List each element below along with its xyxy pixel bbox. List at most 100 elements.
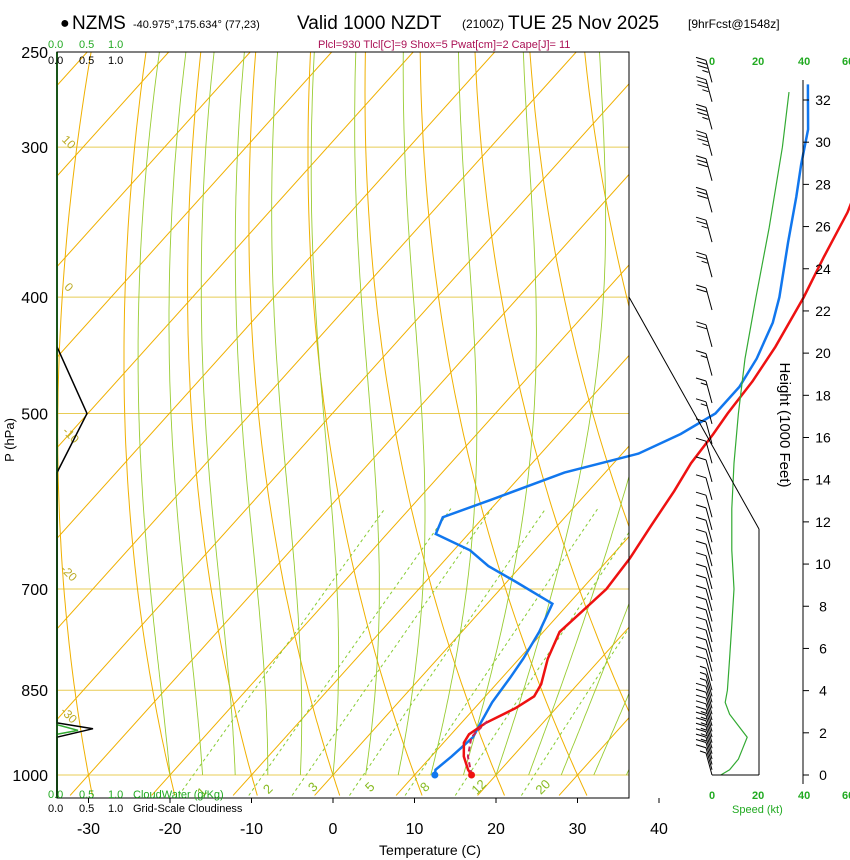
- wind-barb-flag: [695, 103, 707, 108]
- wind-barb: [695, 56, 713, 83]
- moist-adiabat-label: -20: [58, 562, 80, 584]
- wind-barb: [695, 540, 713, 567]
- wind-barb-staff: [705, 609, 713, 633]
- moist-adiabat-line: [659, 52, 850, 775]
- wind-barb-flag: [695, 585, 707, 590]
- dry-adiabat-line: [584, 52, 629, 309]
- wind-barb-staff: [705, 520, 713, 543]
- speed-top-0: 0: [709, 56, 715, 68]
- moist-adiabat-line: [310, 52, 340, 776]
- wind-barb-staff: [705, 477, 713, 500]
- temperature-tick-label: -10: [240, 821, 263, 838]
- height-tick-label: 30: [815, 134, 831, 150]
- wind-barb: [695, 711, 713, 738]
- cloud-top-black-2: 1.0: [108, 55, 123, 67]
- wind-barb-staff: [705, 658, 713, 682]
- isotherm-line: [232, 354, 629, 796]
- pressure-tick-1000: 1000: [12, 768, 48, 785]
- wind-barb-staff: [705, 566, 713, 590]
- valid-time: Valid 1000 NZDT: [297, 13, 442, 34]
- speed-label: Speed (kt): [732, 804, 783, 816]
- height-tick-label: 0: [819, 767, 827, 783]
- y-axis-label: P (hPa): [2, 418, 17, 462]
- wind-barb-flag: [695, 700, 707, 705]
- wind-barb-half: [700, 716, 707, 720]
- wind-barb-staff: [705, 190, 713, 213]
- wind-barb-staff: [705, 107, 713, 130]
- isotherm-line: [57, 83, 629, 721]
- wind-barb-staff: [705, 686, 713, 709]
- wind-barb: [695, 418, 713, 445]
- moist-adiabat-line: [137, 52, 171, 776]
- height-tick-label: 18: [815, 387, 831, 403]
- height-tick-label: 2: [819, 725, 827, 741]
- valid-zulu: (2100Z): [462, 17, 504, 31]
- moist-adiabat-label: 0: [62, 280, 77, 295]
- wind-barb-flag: [695, 155, 707, 160]
- dry-adiabat-label: 20: [687, 380, 715, 408]
- wind-barb-flag: [695, 595, 707, 600]
- wind-barb-flag: [695, 398, 707, 403]
- wind-barb-flag: [697, 111, 708, 116]
- cloud-bottom-black-0: 0.0: [48, 803, 63, 815]
- valid-date: TUE 25 Nov 2025: [508, 13, 659, 34]
- wind-barb-half: [702, 89, 709, 93]
- wind-barb-staff: [705, 649, 713, 672]
- wind-barb-flag: [695, 321, 707, 326]
- height-tick-label: 12: [815, 514, 831, 530]
- mixing-ratio-label: 2: [260, 781, 276, 797]
- sounding-profiles: [431, 84, 850, 779]
- wind-barb-flag: [695, 504, 707, 509]
- moist-adiabat-line: [168, 52, 204, 776]
- cloud-top-green-0: 0.0: [48, 39, 63, 51]
- wind-barb-staff: [705, 697, 713, 721]
- wind-barb: [695, 216, 713, 243]
- wind-barb: [695, 655, 713, 682]
- pressure-tick-500: 500: [21, 407, 48, 424]
- isotherm-line: [57, 52, 251, 268]
- isotherm-line: [57, 52, 496, 540]
- pressure-tick-250: 250: [21, 45, 48, 62]
- dry-adiabat-label: 10: [643, 302, 671, 330]
- moist-adiabat-line: [271, 52, 303, 776]
- wind-barb-flag: [695, 437, 707, 442]
- mixing-ratio-label: 5: [362, 779, 378, 795]
- wind-barb-flag: [695, 491, 707, 496]
- wind-barb-flag: [695, 251, 707, 256]
- wind-barb: [695, 76, 713, 102]
- moist-adiabat-label: -10: [60, 424, 82, 446]
- wind-barb-flag: [695, 655, 707, 660]
- wind-barb-flag: [695, 377, 707, 382]
- wind-barb-staff: [705, 495, 713, 518]
- mixing-ratio-line: [404, 508, 599, 796]
- wind-barb: [695, 284, 713, 311]
- temperature-tick-label: 10: [406, 821, 424, 838]
- wind-barb-staff: [705, 747, 713, 770]
- moist-adiabat-line: [354, 52, 380, 776]
- wind-barb-flag: [695, 474, 707, 479]
- wind-barb: [695, 646, 713, 672]
- speed-bottom-20: 20: [752, 790, 764, 802]
- wind-barb-flag: [695, 626, 707, 631]
- wind-barb-staff: [705, 555, 713, 578]
- wind-barb: [695, 377, 713, 404]
- station-id: NZMS: [72, 13, 126, 34]
- wind-barb: [695, 606, 713, 633]
- wind-barb-staff: [705, 353, 713, 376]
- mixing-ratio-line: [291, 508, 493, 796]
- wind-barb-flag: [695, 694, 707, 699]
- wind-barb-staff: [705, 287, 713, 311]
- wind-barb-staff: [705, 401, 713, 424]
- isotherm-line: [558, 717, 629, 796]
- wind-barb-half: [699, 750, 707, 754]
- station-dot-icon: ●: [60, 15, 70, 32]
- station-location: -40.975°,175.634° (77,23): [133, 19, 260, 31]
- dry-adiabat-line: [529, 52, 629, 529]
- wind-barb: [695, 733, 713, 760]
- wind-barb-staff: [705, 668, 713, 691]
- isotherm-line: [69, 173, 629, 796]
- wind-barb: [695, 155, 713, 181]
